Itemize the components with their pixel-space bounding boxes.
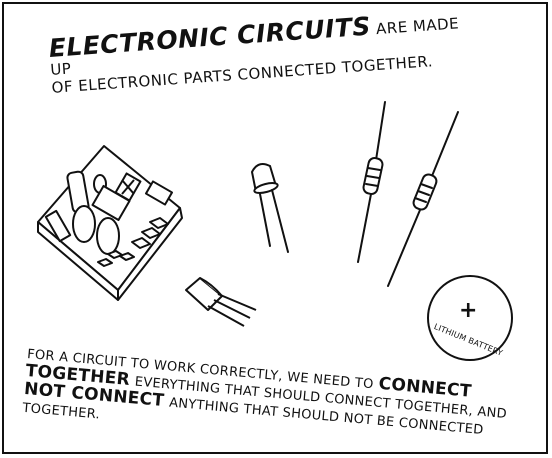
led-icon [250, 163, 289, 253]
circuit-board-icon [37, 145, 183, 301]
resistor-icon [357, 101, 386, 263]
resistor-icon-2 [387, 111, 459, 287]
battery-plus-sign: + [459, 298, 478, 323]
coin-battery-icon [427, 275, 513, 361]
transistor-icon [185, 277, 257, 327]
